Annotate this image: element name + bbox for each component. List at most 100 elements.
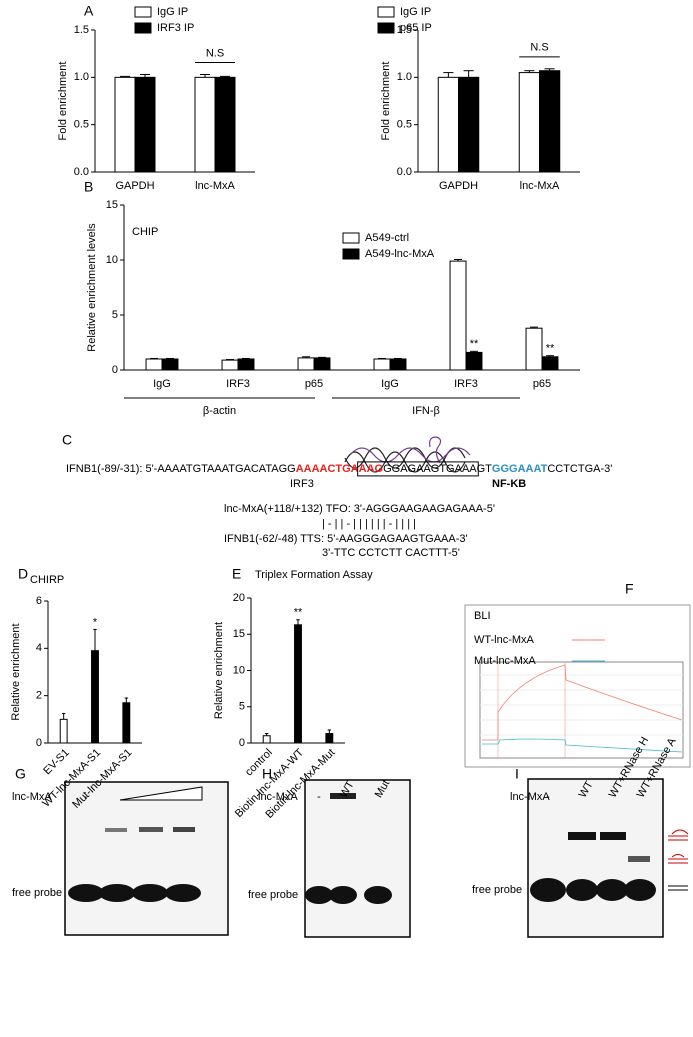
bar [313, 357, 331, 371]
panel-label: A [84, 3, 94, 19]
bar [134, 76, 156, 173]
free-probe-label: free probe [248, 889, 298, 901]
y-tick-label: 0.5 [397, 119, 412, 131]
x-tick-label: IgG [153, 378, 171, 390]
x-tick-label: p65 [533, 378, 551, 390]
group-label: IFN-β [412, 405, 440, 417]
significance-label: N.S [206, 47, 224, 59]
sequence-segment: AAAACTGA [296, 463, 359, 475]
bar [325, 733, 334, 744]
y-tick-label: 0.0 [74, 166, 89, 178]
nfkb-label: NF-KB [492, 478, 526, 490]
bli-plot [464, 604, 691, 768]
x-tick-label: IRF3 [454, 378, 478, 390]
y-tick-label: 10 [233, 664, 245, 676]
bar [297, 357, 315, 371]
sequence-text: | - | | - | | | | | | - | | | | [322, 518, 416, 530]
sequence-segment: IFNB1(-89/-31): 5'-AAAATGTAAATGACATAGG [66, 463, 296, 475]
y-tick-label: 2 [36, 690, 42, 702]
y-axis-label: Fold enrichment [57, 62, 69, 141]
y-tick-label: 5 [112, 309, 118, 321]
legend-swatch [377, 6, 395, 18]
significance-label: ** [470, 338, 479, 350]
panel-label: G [15, 766, 26, 782]
x-tick-label: lnc-MxA [195, 180, 235, 192]
sequence-segment: GT [477, 463, 493, 475]
panel-label: E [232, 566, 241, 582]
y-tick-label: 15 [233, 628, 245, 640]
bar [262, 735, 271, 744]
group-label: β-actin [203, 405, 236, 417]
y-tick-label: 1.0 [397, 71, 412, 83]
sequence-segment: CCTCTGA-3' [547, 463, 612, 475]
y-axis-label: Fold enrichment [380, 62, 392, 141]
legend-label: IRF3 IP [157, 22, 194, 34]
panel-label: F [625, 581, 634, 597]
bar [114, 76, 136, 173]
x-tick-label: IRF3 [226, 378, 250, 390]
x-tick-label: p65 [305, 378, 323, 390]
lane-label: - [317, 791, 321, 803]
sequence-segment: AAG [359, 463, 383, 475]
bar [237, 358, 255, 371]
chart-title: CHIP [132, 226, 158, 238]
significance-label: ** [294, 607, 303, 619]
bar [518, 72, 540, 173]
chart-title: CHIRP [30, 574, 64, 586]
x-tick-label: GAPDH [439, 180, 478, 192]
bar [437, 76, 459, 173]
x-tick-label: IgG [381, 378, 399, 390]
panel-label: H [262, 766, 272, 782]
bar [59, 718, 68, 744]
legend-label: Mut-lnc-MxA [474, 655, 536, 667]
lane-label: - [546, 791, 550, 803]
chart-title: Triplex Formation Assay [255, 569, 373, 581]
panel-label: D [18, 566, 28, 582]
legend-swatch [342, 248, 360, 260]
bar [91, 650, 99, 744]
irf3-label: IRF3 [290, 478, 314, 490]
y-tick-label: 6 [36, 595, 42, 607]
legend-label: p65 IP [400, 22, 432, 34]
y-tick-label: 20 [233, 592, 245, 604]
bar [525, 327, 543, 371]
y-axis-label: Relative enrichment levels [86, 223, 98, 352]
bar [221, 359, 239, 371]
y-axis-label: Relative enrichment [10, 623, 22, 720]
free-probe-label: free probe [12, 887, 62, 899]
legend-label: IgG IP [157, 6, 188, 18]
sequence-line: IFNB1(-89/-31): 5'-AAAATGTAAATGACATAGGAA… [66, 463, 612, 475]
gel-images [64, 778, 689, 938]
bar [541, 356, 559, 371]
bar [465, 351, 483, 371]
y-tick-label: 0 [239, 737, 245, 749]
bar [161, 358, 179, 371]
legend-swatch [134, 6, 152, 18]
y-tick-label: 5 [239, 701, 245, 713]
bar [449, 260, 467, 371]
legend-swatch [342, 232, 360, 244]
y-tick-label: 1.5 [397, 24, 412, 36]
bli-title: BLI [474, 610, 491, 622]
sequence-segment: GGGAAAT [492, 463, 548, 475]
y-tick-label: 0.5 [74, 119, 89, 131]
y-tick-label: 1.0 [74, 71, 89, 83]
x-tick-label: GAPDH [115, 180, 154, 192]
panel-label: I [515, 766, 519, 782]
gel-row-label: lnc-MxA [258, 791, 298, 803]
sequence-segment: GGAGAAGTGAAA [383, 463, 477, 475]
x-tick-label: EV-S1 [41, 747, 72, 778]
y-tick-label: 10 [106, 254, 118, 266]
bar [122, 702, 131, 744]
y-tick-label: 1.5 [74, 24, 89, 36]
gel-row-label: lnc-MxA [12, 791, 52, 803]
free-probe-label: free probe [472, 884, 522, 896]
bar [458, 76, 480, 173]
y-tick-label: 15 [106, 199, 118, 211]
bar [194, 76, 216, 173]
sequence-text: lnc-MxA(+118/+132) TFO: 3'-AGGGAAGAAGAGA… [224, 503, 495, 515]
sequence-text: 3'-TTC CCTCTT CACTTT-5' [322, 547, 460, 559]
y-tick-label: 0 [36, 737, 42, 749]
legend-label: WT-lnc-MxA [474, 634, 535, 646]
